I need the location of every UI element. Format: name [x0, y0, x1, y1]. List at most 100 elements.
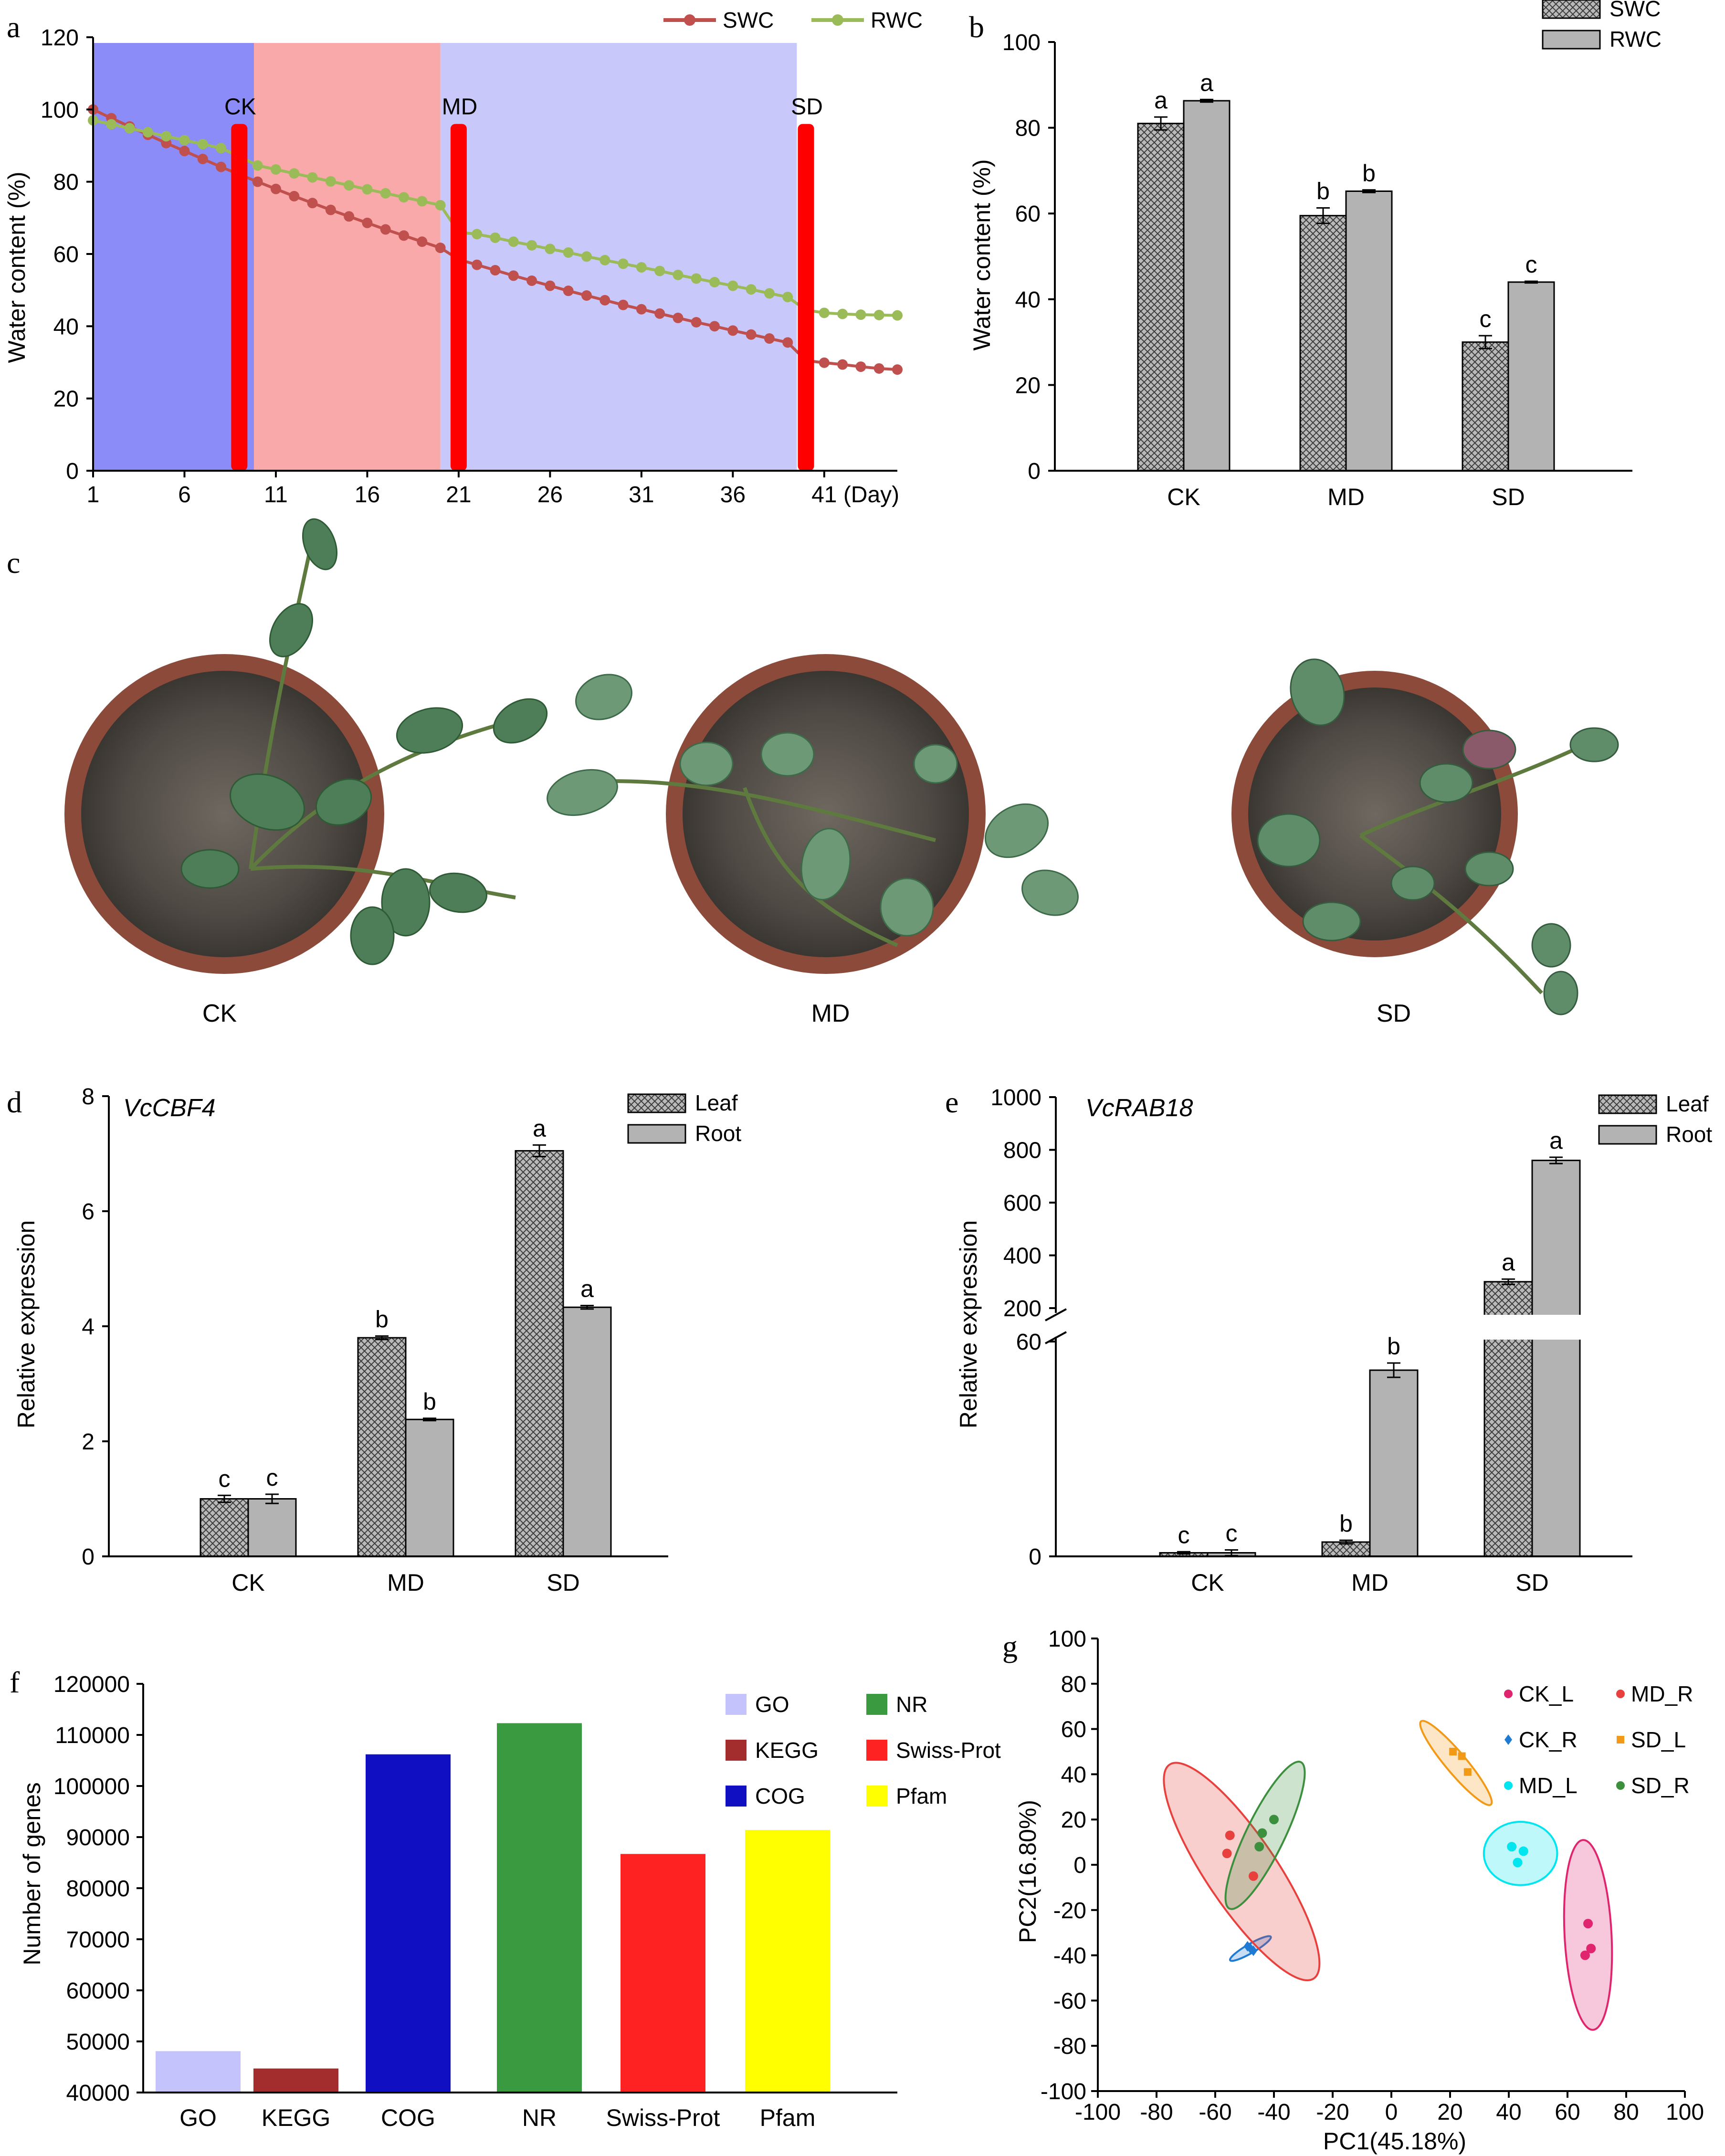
f-bar-swiss-prot [621, 1854, 705, 2093]
g-legend-label: SD_L [1631, 1727, 1686, 1752]
g-point-md_r [1248, 1871, 1258, 1881]
g-ytick-label: 40 [1061, 1762, 1086, 1787]
a-point-rwc [508, 236, 519, 247]
d-legend-label: Leaf [695, 1090, 738, 1115]
a-point-rwc [344, 180, 355, 191]
a-point-rwc [124, 123, 135, 134]
g-point-ck_l [1583, 1919, 1593, 1929]
d-xtick-label: CK [231, 1569, 264, 1596]
e-legend-swatch [1598, 1125, 1657, 1145]
a-point-swc [892, 364, 903, 375]
e-sig-letter: c [1226, 1520, 1238, 1547]
a-point-swc [654, 308, 665, 319]
a-point-rwc [691, 273, 702, 284]
a-point-swc [526, 275, 537, 286]
a-xtick-label: 11 [264, 482, 288, 507]
d-sig-letter: a [533, 1115, 546, 1141]
panel-b: b a a b b c c 0 20 40 60 80 100 CK MD SD Water conten… [968, 0, 1662, 510]
photo-label-md: MD [811, 1000, 850, 1027]
g-ellipse-sd_l [1419, 1720, 1493, 1806]
b-ytick-label: 100 [1002, 30, 1041, 55]
d-legend-swatch [627, 1124, 686, 1144]
g-legend-marker [1504, 1690, 1513, 1698]
a-point-swc [855, 361, 866, 372]
g-legend: CK_L MD_R CK_R SD_L MD_L SD_R [1504, 1681, 1693, 1798]
a-point-swc [435, 243, 446, 254]
a-point-rwc [855, 309, 866, 320]
a-stage-marker-label: MD [442, 95, 478, 120]
d-sig-letter: b [423, 1388, 436, 1415]
a-point-swc [618, 299, 629, 310]
d-sig-letter: a [580, 1276, 594, 1302]
a-point-rwc [362, 184, 373, 195]
g-point-ck_r [1246, 1943, 1254, 1954]
a-point-rwc [216, 143, 227, 154]
b-sig-letter: c [1525, 251, 1537, 278]
d-gene-name: VcCBF4 [123, 1094, 216, 1122]
g-point-sd_l [1449, 1748, 1457, 1755]
g-xtick-label: 0 [1385, 2100, 1398, 2125]
a-point-rwc [307, 172, 318, 183]
b-bar-swc [1137, 123, 1185, 472]
d-xtick-label: SD [547, 1569, 579, 1596]
a-point-rwc [545, 243, 556, 254]
a-point-swc [636, 304, 647, 315]
d-sig-letter: c [266, 1464, 278, 1491]
a-point-swc [819, 357, 830, 368]
b-legend-swatch [1542, 30, 1601, 50]
a-point-rwc [819, 307, 830, 318]
f-legend-swatch [726, 1740, 747, 1761]
e-sig-letter: a [1502, 1249, 1515, 1276]
a-ytick-label: 100 [41, 97, 79, 123]
a-point-rwc [270, 164, 281, 175]
panel-d: d VcCBF4 c c b b a a 0 2 4 6 8 CK MD SD Relative exp… [7, 1084, 741, 1596]
f-ytick-label: 50000 [66, 2029, 130, 2055]
g-ytick-label: 20 [1061, 1807, 1086, 1833]
e-ytick-label: 1000 [990, 1085, 1041, 1110]
e-legend-swatch [1598, 1094, 1657, 1114]
a-point-swc [270, 183, 281, 194]
b-legend-swatch [1542, 0, 1601, 19]
e-xtick-label: SD [1515, 1569, 1548, 1596]
a-xtick-label: 6 [178, 482, 191, 507]
b-ytick-label: 80 [1015, 116, 1041, 141]
a-ytick-label: 80 [53, 170, 79, 195]
g-point-md_l [1513, 1858, 1523, 1868]
a-point-swc [289, 190, 300, 201]
g-ytick-label: 100 [1048, 1627, 1086, 1652]
b-sig-letter: b [1362, 160, 1376, 187]
b-sig-letter: c [1480, 306, 1492, 332]
e-axis-break-gap [1475, 1315, 1589, 1340]
g-legend-label: CK_L [1519, 1681, 1574, 1706]
a-stage-region [93, 43, 254, 471]
b-xtick-label: MD [1327, 484, 1365, 510]
b-ylabel: Water content (%) [968, 159, 995, 350]
a-point-swc [325, 204, 336, 215]
g-legend-label: CK_R [1519, 1727, 1578, 1752]
photo-label-ck: CK [202, 1000, 237, 1027]
a-xtick-label: 1 [87, 482, 100, 507]
a-ylabel: Water content (%) [3, 171, 30, 363]
e-ytick-label: 200 [1003, 1296, 1041, 1321]
g-xtick-label: 20 [1437, 2100, 1462, 2125]
g-xtick-label: 100 [1666, 2100, 1704, 2125]
a-point-rwc [380, 188, 391, 199]
a-point-rwc [197, 138, 208, 149]
e-ytick-label: 400 [1003, 1244, 1041, 1269]
b-legend-label: RWC [1609, 27, 1662, 52]
a-point-rwc [581, 251, 592, 262]
panel-label-e: e [945, 1085, 958, 1119]
d-bar-leaf [200, 1498, 249, 1557]
g-point-md_r [1222, 1849, 1232, 1859]
d-bar-root [562, 1306, 612, 1557]
f-legend-swatch [866, 1694, 887, 1715]
g-legend-label: MD_L [1519, 1773, 1578, 1798]
a-point-rwc [106, 119, 117, 130]
a-point-rwc [490, 232, 501, 243]
f-ylabel: Number of genes [19, 1782, 45, 1966]
a-point-rwc [526, 240, 537, 251]
a-point-swc [197, 153, 208, 164]
a-point-swc [673, 312, 684, 323]
a-ytick-label: 120 [41, 25, 79, 51]
a-stage-marker-bar [798, 124, 814, 471]
